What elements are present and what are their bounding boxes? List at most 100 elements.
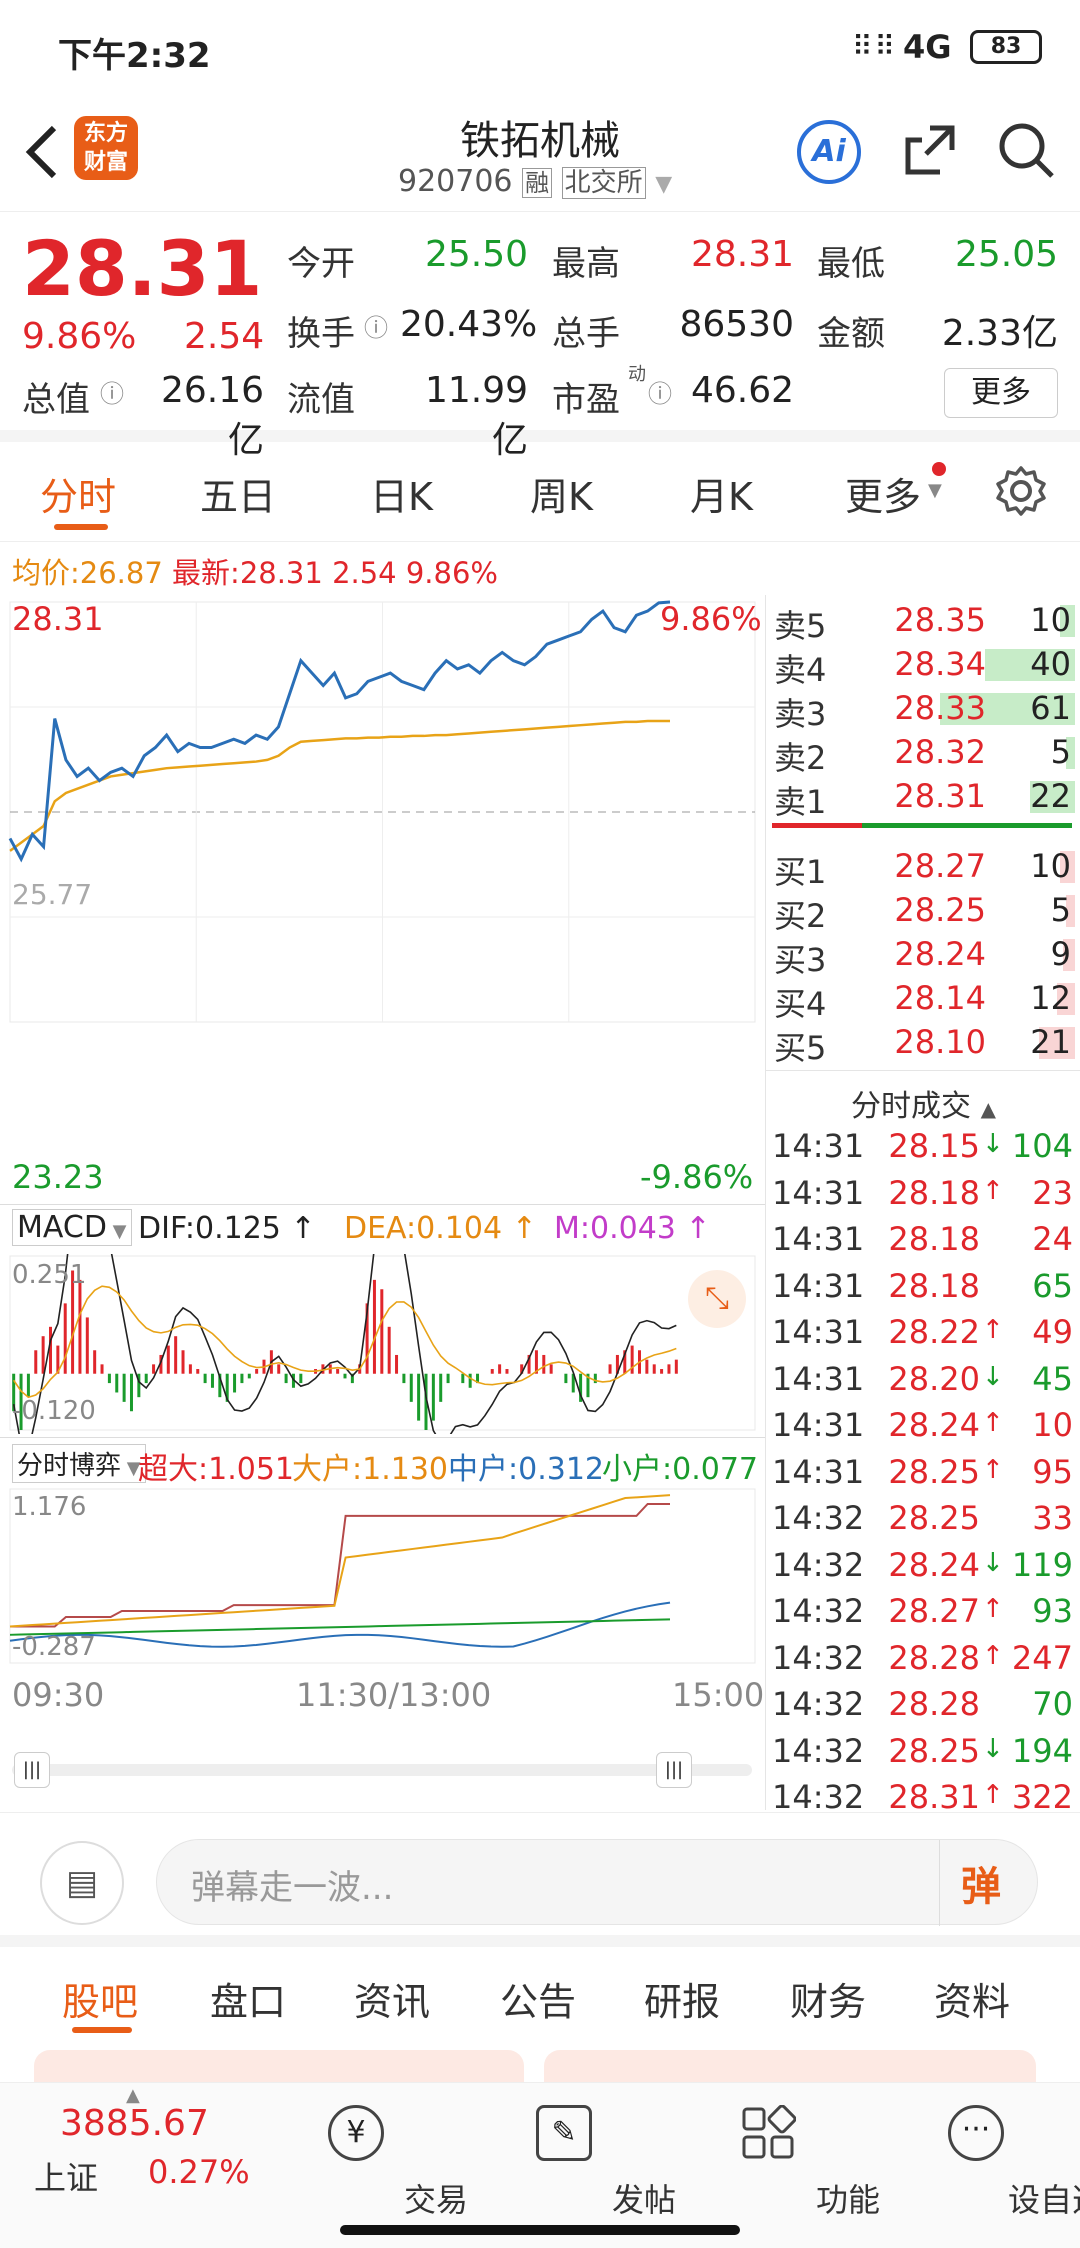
input-divider xyxy=(939,1840,940,1926)
volume-value: 86530 xyxy=(679,304,794,345)
info-tab[interactable]: 股吧 xyxy=(62,1980,139,2024)
big-label: 大户: xyxy=(292,1452,363,1487)
macd-chart[interactable] xyxy=(0,1254,765,1434)
pe-dynamic-mark: 动 xyxy=(628,364,646,385)
ask-row[interactable]: 卖3 28.33 61 xyxy=(766,687,1080,733)
flow-header: 分时博弈 ▼ 超大:1.051 大户:1.130 中户:0.312 小户:0.0… xyxy=(0,1437,765,1487)
signal-icon: ⠿⠿ xyxy=(852,30,898,63)
volume-bar xyxy=(1057,983,1075,1015)
dif-readout: DIF:0.125 ↑ xyxy=(138,1211,316,1246)
danmu-send-button[interactable]: 弹 xyxy=(961,1864,1001,1910)
flow-selector[interactable]: 分时博弈 ▼ xyxy=(12,1444,146,1483)
trade-price: 28.18 xyxy=(888,1173,980,1212)
intraday-chart-area: 均价:26.87 最新:28.31 2.54 9.86% 28.31 9.86%… xyxy=(0,542,765,1812)
small-label: 小户: xyxy=(602,1452,673,1487)
quote-panel: 28.31 9.86% 2.54 今开 25.50 最高 28.31 最低 25… xyxy=(0,212,1080,461)
info-tab[interactable]: 资讯 xyxy=(354,1980,431,2024)
level-volume: 61 xyxy=(1030,689,1071,727)
avg-label: 均价: xyxy=(12,556,80,590)
share-icon[interactable] xyxy=(900,120,960,180)
ask-row[interactable]: 卖5 28.35 10 xyxy=(766,599,1080,645)
small-value: 0.077 xyxy=(672,1452,758,1487)
trade-price: 28.31 xyxy=(888,1778,980,1816)
bid-row[interactable]: 买4 28.14 12 xyxy=(766,977,1080,1023)
dea-value: 0.104 xyxy=(416,1211,503,1246)
tab-weekly-k[interactable]: 周K xyxy=(530,475,593,519)
trade-time: 14:31 xyxy=(772,1266,865,1305)
info-tab[interactable]: 资料 xyxy=(934,1980,1011,2024)
danmu-settings-icon[interactable]: ▤ xyxy=(40,1841,124,1925)
gear-icon[interactable] xyxy=(994,464,1048,518)
spread-bar xyxy=(772,823,1072,828)
comment-input[interactable]: 弹幕走一波... 弹 xyxy=(156,1839,1038,1926)
tab-intraday[interactable]: 分时 xyxy=(40,475,117,519)
level-label: 卖2 xyxy=(774,739,827,777)
macd-selector[interactable]: MACD ▼ xyxy=(12,1209,132,1246)
tab-five-day[interactable]: 五日 xyxy=(200,475,277,519)
super-value: 1.051 xyxy=(208,1452,294,1487)
info-icon[interactable]: ⓘ xyxy=(648,380,672,408)
intraday-price-chart[interactable] xyxy=(0,594,765,1384)
info-tab[interactable]: 盘口 xyxy=(210,1980,287,2024)
super-large-line xyxy=(10,1502,670,1628)
trade-row: 14:32 28.24 ↓ 119 xyxy=(766,1544,1080,1588)
trade-direction: ↓ xyxy=(982,1129,1004,1159)
bid-row[interactable]: 买2 28.25 5 xyxy=(766,889,1080,935)
trade-time: 14:31 xyxy=(772,1173,865,1212)
trade-price: 28.28 xyxy=(888,1685,980,1723)
chevron-down-icon[interactable]: ▼ xyxy=(655,172,673,197)
level-volume: 10 xyxy=(1030,601,1071,639)
float-cap-value: 11.99亿 xyxy=(424,370,528,461)
info-icon[interactable]: ⓘ xyxy=(100,380,124,408)
ask-row[interactable]: 卖1 28.31 22 xyxy=(766,775,1080,821)
time-label-open: 09:30 xyxy=(12,1676,105,1714)
macd-header: MACD ▼ DIF:0.125 ↑ DEA:0.104 ↑ M:0.043 ↑ xyxy=(0,1204,765,1250)
range-handle-left[interactable]: ||| xyxy=(14,1752,50,1788)
trade-price: 28.25 xyxy=(888,1452,980,1491)
level-label: 买3 xyxy=(774,941,827,979)
trade-volume: 45 xyxy=(1032,1359,1073,1398)
range-scrollbar[interactable] xyxy=(12,1764,752,1776)
trade-direction: ↑ xyxy=(982,1315,1004,1345)
bid-row[interactable]: 买1 28.27 10 xyxy=(766,845,1080,891)
level-volume: 12 xyxy=(1030,979,1071,1017)
trade-volume: 104 xyxy=(1011,1127,1073,1165)
info-icon[interactable]: ⓘ xyxy=(364,314,388,342)
trade-time: 14:32 xyxy=(772,1731,865,1770)
avg-value: 26.87 xyxy=(79,556,163,590)
trade-time: 14:32 xyxy=(772,1685,865,1723)
info-tab[interactable]: 财务 xyxy=(790,1980,867,2024)
back-icon[interactable] xyxy=(22,122,62,182)
expand-icon[interactable]: ⤡ xyxy=(688,1270,746,1328)
info-tab[interactable]: 研报 xyxy=(644,1980,721,2024)
volume-bar xyxy=(940,693,1075,725)
index-ticker[interactable]: ▲ 3885.67 上证 0.27% xyxy=(24,2083,254,2233)
more-button[interactable]: 更多 xyxy=(944,368,1058,418)
trades-title[interactable]: 分时成交 ▲ xyxy=(766,1070,1080,1124)
tab-daily-k[interactable]: 日K xyxy=(370,475,433,519)
level-price: 28.14 xyxy=(894,979,986,1017)
tab-monthly-k[interactable]: 月K xyxy=(690,475,753,519)
time-label-close: 15:00 xyxy=(672,1676,765,1714)
tab-more[interactable]: 更多 xyxy=(845,475,922,519)
super-readout: 超大:1.051 xyxy=(138,1444,294,1488)
search-icon[interactable] xyxy=(996,120,1056,180)
ai-assistant-icon[interactable]: Ai xyxy=(797,120,861,184)
dif-label: DIF: xyxy=(138,1211,195,1246)
big-value: 1.130 xyxy=(362,1452,448,1487)
change-percent: 9.86% xyxy=(22,316,137,357)
trade-direction: ↑ xyxy=(982,1408,1004,1438)
ask-row[interactable]: 卖2 28.32 5 xyxy=(766,731,1080,777)
bid-row[interactable]: 买5 28.10 21 xyxy=(766,1021,1080,1067)
ask-row[interactable]: 卖4 28.34 40 xyxy=(766,643,1080,689)
bid-row[interactable]: 买3 28.24 9 xyxy=(766,933,1080,979)
big-readout: 大户:1.130 xyxy=(292,1444,448,1488)
high-value: 28.31 xyxy=(690,234,794,275)
range-handle-right[interactable]: ||| xyxy=(656,1752,692,1788)
trade-price: 28.24 xyxy=(888,1545,980,1584)
flow-chart[interactable] xyxy=(0,1487,765,1667)
level-volume: 5 xyxy=(1050,733,1071,771)
info-tab[interactable]: 公告 xyxy=(500,1980,577,2024)
trade-volume: 33 xyxy=(1032,1499,1073,1537)
level-price: 28.10 xyxy=(894,1023,986,1061)
